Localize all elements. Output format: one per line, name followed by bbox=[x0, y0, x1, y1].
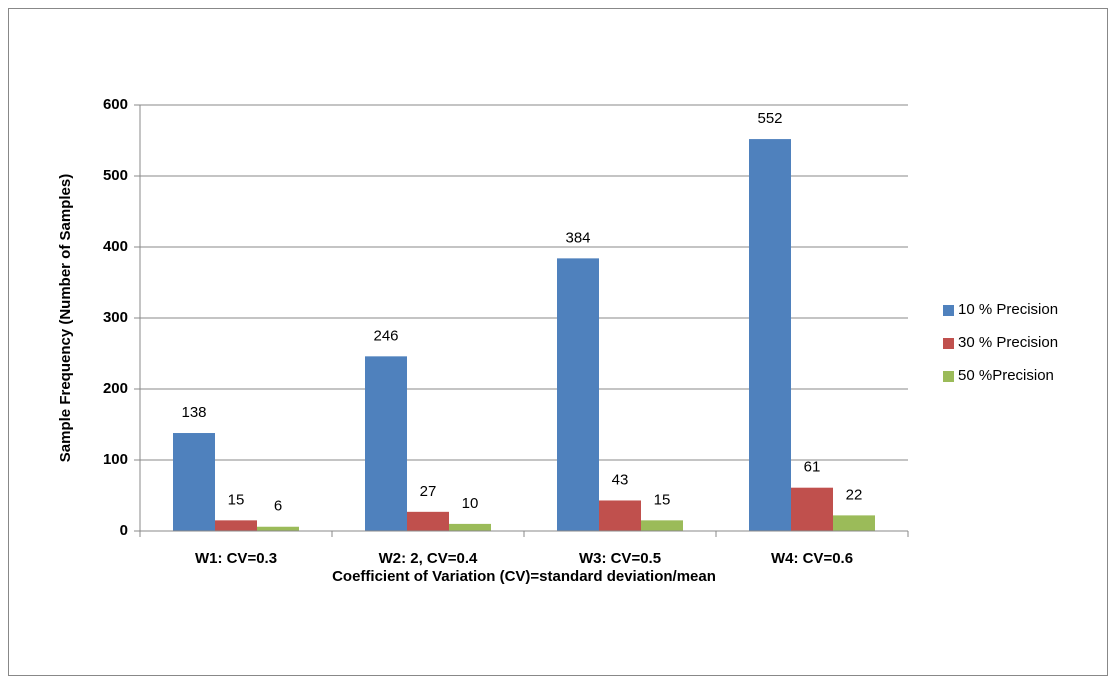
y-tick-label: 500 bbox=[103, 167, 128, 184]
data-label: 61 bbox=[804, 459, 821, 476]
bar bbox=[407, 511, 449, 531]
bar bbox=[599, 500, 641, 531]
y-tick-label: 0 bbox=[120, 522, 128, 539]
x-tick-label: W1: CV=0.3 bbox=[195, 550, 277, 567]
bar bbox=[257, 526, 299, 531]
y-tick-label: 400 bbox=[103, 238, 128, 255]
x-tick-label: W4: CV=0.6 bbox=[771, 550, 853, 567]
data-label: 15 bbox=[654, 491, 671, 508]
y-tick-label: 100 bbox=[103, 451, 128, 468]
bar bbox=[449, 523, 491, 531]
y-tick-label: 600 bbox=[103, 96, 128, 113]
data-label: 27 bbox=[420, 483, 437, 500]
legend-swatch bbox=[943, 305, 954, 316]
x-axis-title: Coefficient of Variation (CV)=standard d… bbox=[332, 568, 716, 585]
data-label: 552 bbox=[757, 110, 782, 127]
bar bbox=[641, 520, 683, 531]
legend-label: 30 % Precision bbox=[958, 334, 1058, 351]
bar bbox=[173, 433, 215, 531]
y-tick-label: 200 bbox=[103, 380, 128, 397]
data-label: 384 bbox=[565, 229, 590, 246]
bar bbox=[215, 520, 257, 531]
legend-swatch bbox=[943, 338, 954, 349]
bar bbox=[833, 515, 875, 531]
bar bbox=[791, 487, 833, 531]
y-tick-label: 300 bbox=[103, 309, 128, 326]
data-label: 246 bbox=[373, 327, 398, 344]
y-axis-title: Sample Frequency (Number of Samples) bbox=[57, 174, 74, 462]
legend-swatch bbox=[943, 371, 954, 382]
legend-label: 50 %Precision bbox=[958, 367, 1054, 384]
data-label: 10 bbox=[462, 495, 479, 512]
data-label: 22 bbox=[846, 486, 863, 503]
legend-label: 10 % Precision bbox=[958, 301, 1058, 318]
data-label: 43 bbox=[612, 471, 629, 488]
x-tick-label: W2: 2, CV=0.4 bbox=[379, 550, 478, 567]
data-label: 6 bbox=[274, 498, 282, 515]
bar bbox=[749, 139, 791, 531]
data-label: 15 bbox=[228, 491, 245, 508]
x-tick-label: W3: CV=0.5 bbox=[579, 550, 661, 567]
data-label: 138 bbox=[181, 404, 206, 421]
bar bbox=[557, 258, 599, 531]
bar bbox=[365, 356, 407, 531]
